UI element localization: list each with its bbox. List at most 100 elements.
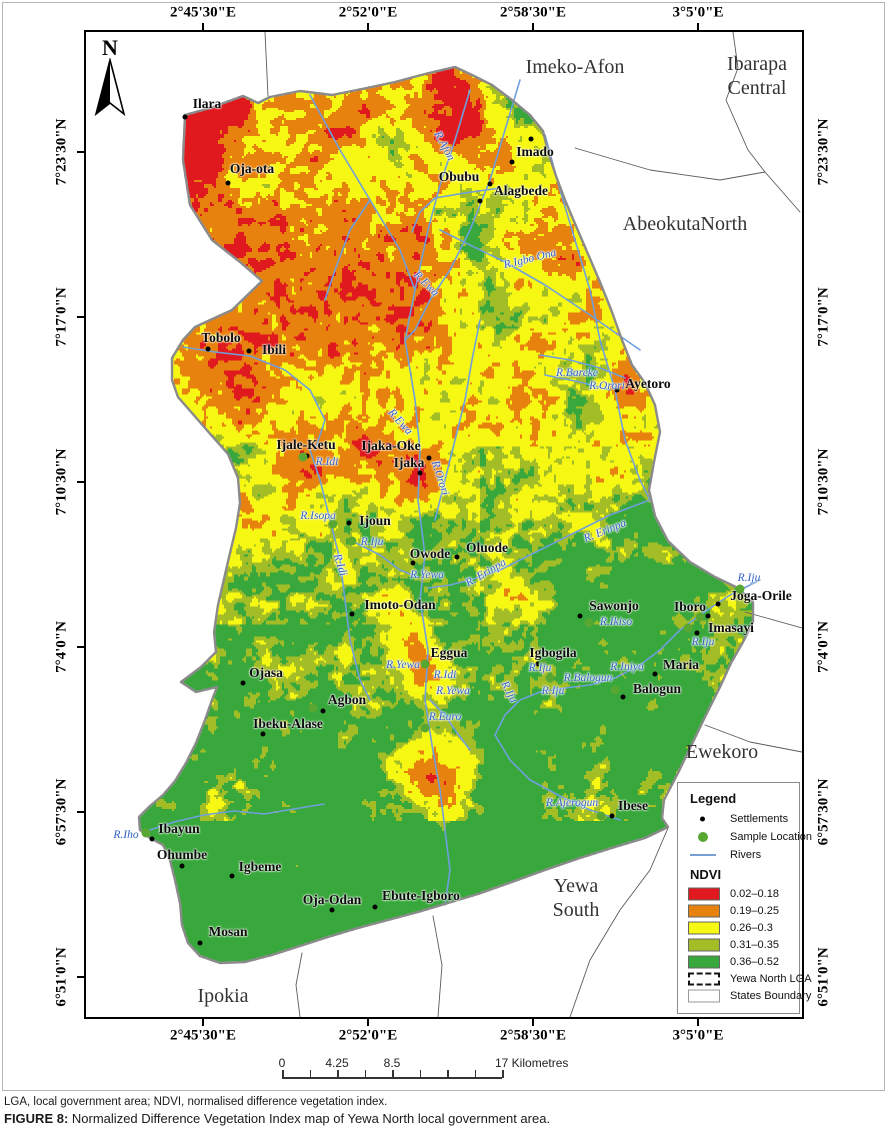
state-boundary-line (704, 724, 802, 753)
river-line (414, 89, 471, 291)
state-boundary-line (264, 32, 269, 97)
axis-label-lon-top: 3°5'0"E (672, 4, 724, 21)
settlement-dot (609, 813, 615, 819)
settlement-dot (346, 520, 352, 526)
river-line (309, 94, 451, 906)
sample-location-dot (420, 723, 430, 733)
sample-location-dot (584, 618, 594, 628)
settlement-dot (372, 904, 378, 910)
sample-location-dot (420, 659, 430, 669)
settlement-dot (410, 560, 416, 566)
axis-label-lon-top: 2°58'30"E (500, 4, 566, 21)
settlement-dot (197, 940, 203, 946)
state-boundary-line (744, 611, 802, 629)
scalebar-label: 0 (278, 1056, 286, 1070)
legend-row: States Boundary (688, 989, 811, 1003)
settlement-dot (426, 455, 432, 461)
settlement-dot (509, 159, 515, 165)
settlement-dot (715, 601, 721, 607)
axis-label-lat-right: 7°4'0"N (815, 621, 832, 673)
legend-lga-symbol (688, 972, 720, 986)
scalebar-tick (282, 1070, 284, 1078)
caption-figure-text: Normalized Difference Vegetation Index m… (68, 1111, 551, 1126)
settlement-dot (240, 680, 246, 686)
scalebar-tick (337, 1070, 339, 1078)
settlement-dot (349, 611, 355, 617)
legend-ndvi-class-label: 0.31–0.35 (730, 939, 779, 951)
axis-tick-left (77, 646, 84, 648)
settlement-dot (260, 731, 266, 737)
settlement-dot (705, 613, 711, 619)
axis-label-lat-left: 7°10'30"N (53, 448, 70, 516)
axis-label-lat-left: 7°17'0"N (53, 287, 70, 347)
legend-row: 0.31–0.35 (688, 938, 794, 952)
legend-ndvi-class-symbol (688, 955, 720, 969)
axis-label-lon-top: 2°45'30"E (170, 4, 236, 21)
scalebar-end-label: 17 Kilometres (495, 1056, 569, 1070)
sample-location-dot (596, 811, 606, 821)
legend-line-label: Rivers (730, 849, 762, 861)
settlement-dot (179, 863, 185, 869)
axis-label-lat-right: 6°57'30"N (815, 778, 832, 846)
river-line (309, 449, 371, 701)
sample-location-dot (328, 519, 338, 529)
river-line (427, 499, 651, 589)
legend-box: Legend NDVI Settlements Sample Location Ri… (677, 782, 812, 1014)
axis-tick-top (532, 23, 534, 30)
river-line (429, 699, 471, 751)
state-boundary-line (574, 147, 766, 181)
axis-label-lat-right: 6°51'0"N (815, 947, 832, 1007)
axis-tick-top (697, 23, 699, 30)
scalebar-tick (447, 1070, 449, 1078)
axis-label-lat-left: 6°57'30"N (53, 778, 70, 846)
axis-label-lat-right: 7°10'30"N (815, 448, 832, 516)
settlement-dot (535, 661, 541, 667)
legend-ndvi-title: NDVI (690, 867, 722, 882)
sample-location-dot (695, 612, 705, 622)
scalebar-tick (392, 1070, 394, 1078)
legend-row: 0.02–0.18 (688, 887, 794, 901)
axis-label-lat-right: 7°23'30"N (815, 118, 832, 186)
legend-sample-label: Sample Location (730, 831, 812, 843)
settlement-dot (246, 348, 252, 354)
river-line (404, 79, 521, 341)
legend-row: 0.19–0.25 (688, 904, 794, 918)
legend-title: Legend (690, 791, 737, 806)
axis-tick-top (202, 23, 204, 30)
map-frame: N Legend NDVI Settlements Sample Location… (54, 5, 832, 1044)
settlement-dot (652, 671, 658, 677)
legend-ndvi-class-label: 0.19–0.25 (730, 905, 779, 917)
settlement-dot (577, 613, 583, 619)
scalebar-tick (309, 1070, 311, 1078)
caption-abbreviations: LGA, local government area; NDVI, normal… (4, 1096, 388, 1108)
legend-row: Yewa North LGA (688, 972, 812, 986)
axis-label-lon-bottom: 2°45'30"E (170, 1027, 236, 1044)
sample-location-dot (141, 828, 151, 838)
lga-boundary (137, 65, 755, 965)
sample-location-dot (683, 623, 693, 633)
axis-label-lat-right: 7°17'0"N (815, 287, 832, 347)
river-line (439, 229, 641, 351)
axis-label-lat-left: 7°23'30"N (53, 118, 70, 186)
sample-location-dot (298, 452, 308, 462)
settlement-dot (229, 873, 235, 879)
axis-label-lon-bottom: 2°58'30"E (500, 1027, 566, 1044)
legend-ndvi-class-symbol (688, 938, 720, 952)
sample-location-dot (735, 584, 745, 594)
sample-location-dot (545, 673, 555, 683)
legend-ndvi-class-label: 0.02–0.18 (730, 888, 779, 900)
legend-row: Sample Location (688, 830, 812, 844)
legend-line-symbol (690, 854, 716, 856)
sample-location-dot (538, 659, 548, 669)
axis-tick-left (77, 976, 84, 978)
settlement-dot (205, 346, 211, 352)
river-line (349, 539, 419, 578)
axis-tick-bottom (367, 1019, 369, 1026)
legend-row: 0.36–0.52 (688, 955, 794, 969)
state-boundary-line (295, 952, 303, 1017)
scalebar-label: 8.5 (383, 1056, 401, 1070)
sample-location-dot (610, 685, 620, 695)
river-line (411, 187, 501, 233)
river-line (544, 374, 611, 391)
